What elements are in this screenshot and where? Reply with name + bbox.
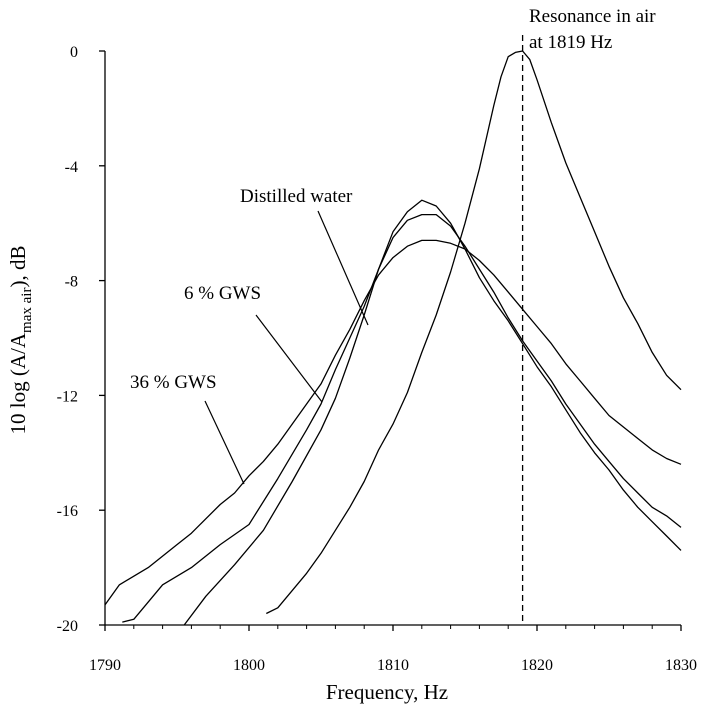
y-axis-title-part-1: 10 log (A/A <box>6 332 30 434</box>
y-tick-label: 0 <box>70 44 78 61</box>
y-tick-label: -4 <box>65 159 78 176</box>
ticks-layer: 0 -4 -8 -12 -16 -20 1790 1800 1810 1820 1830 <box>57 44 697 674</box>
annotation-36-gws: 36 % GWS <box>130 372 217 393</box>
y-tick-label: -16 <box>57 503 78 520</box>
annotation-air-line-1: Resonance in air <box>529 6 656 27</box>
annotation-6-gws: 6 % GWS <box>184 283 261 304</box>
y-axis-title-subscript: max air <box>19 288 35 333</box>
curves-layer <box>104 50 682 626</box>
annotation-distilled-water: Distilled water <box>240 186 353 207</box>
series-line-6-gws <box>122 213 682 623</box>
x-tick-label: 1830 <box>665 657 697 674</box>
x-axis-title: Frequency, Hz <box>326 680 448 704</box>
y-tick-label: -20 <box>57 618 78 635</box>
leader-distilled-water <box>317 210 369 326</box>
y-axis-title-part-2: ), dB <box>6 246 30 288</box>
x-tick-label: 1790 <box>89 657 121 674</box>
annotations-layer: Resonance in air at 1819 Hz Distilled wa… <box>130 6 656 485</box>
y-tick-label: -12 <box>57 388 78 405</box>
annotation-air-line-2: at 1819 Hz <box>529 32 612 53</box>
x-tick-label: 1810 <box>377 657 409 674</box>
x-tick-label: 1820 <box>521 657 553 674</box>
series-line-36-gws <box>104 239 682 606</box>
axes-layer <box>104 51 681 626</box>
leader-6-gws <box>255 314 323 403</box>
y-axis-title: 10 log (A/Amax air), dB <box>6 246 35 435</box>
leader-36-gws <box>204 400 245 485</box>
x-tick-label: 1800 <box>233 657 265 674</box>
y-tick-label: -8 <box>65 274 78 291</box>
series-line-resonance-in-air <box>266 50 682 615</box>
